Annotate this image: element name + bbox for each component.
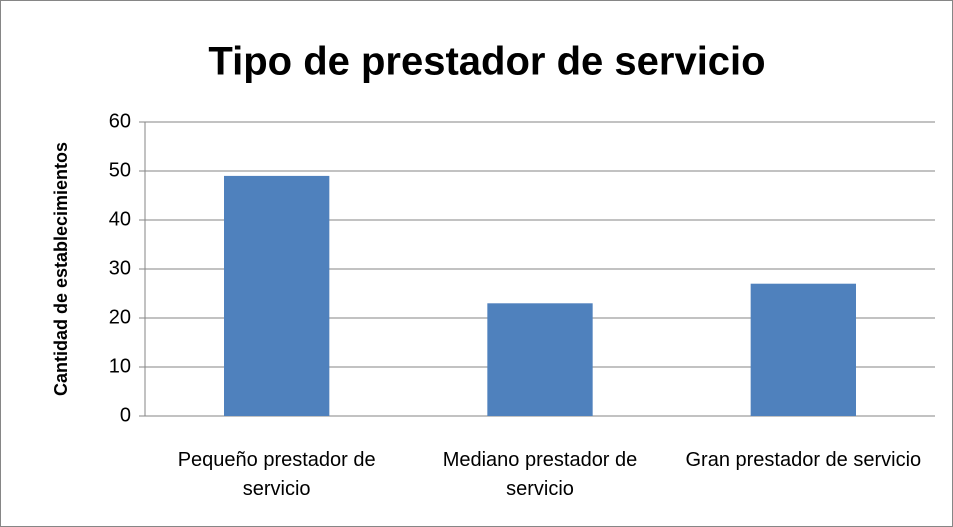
x-tick-label: Gran prestador de servicio: [685, 449, 922, 471]
y-tick-label: 50: [109, 159, 131, 181]
x-tick-label-box: Pequeño prestador de servicio: [177, 449, 376, 500]
x-tick-label-box: Gran prestador de servicio: [685, 449, 922, 471]
y-axis-label: Cantidad de establecimientos: [51, 142, 71, 396]
bar: [224, 175, 330, 416]
x-tick-label: Pequeño prestador de servicio: [177, 449, 376, 500]
x-tick-label: Mediano prestador de servicio: [442, 449, 638, 500]
y-tick-label: 40: [109, 208, 131, 230]
bar: [750, 283, 856, 416]
x-tick-label-box: Mediano prestador de servicio: [442, 449, 638, 500]
y-tick-label: 10: [109, 355, 131, 377]
chart-title: Tipo de prestador de servicio: [208, 40, 765, 84]
y-tick-label: 60: [109, 110, 131, 132]
y-tick-label: 0: [120, 404, 131, 426]
y-tick-label: 30: [109, 257, 131, 279]
bar: [487, 303, 593, 416]
y-tick-label: 20: [109, 306, 131, 328]
